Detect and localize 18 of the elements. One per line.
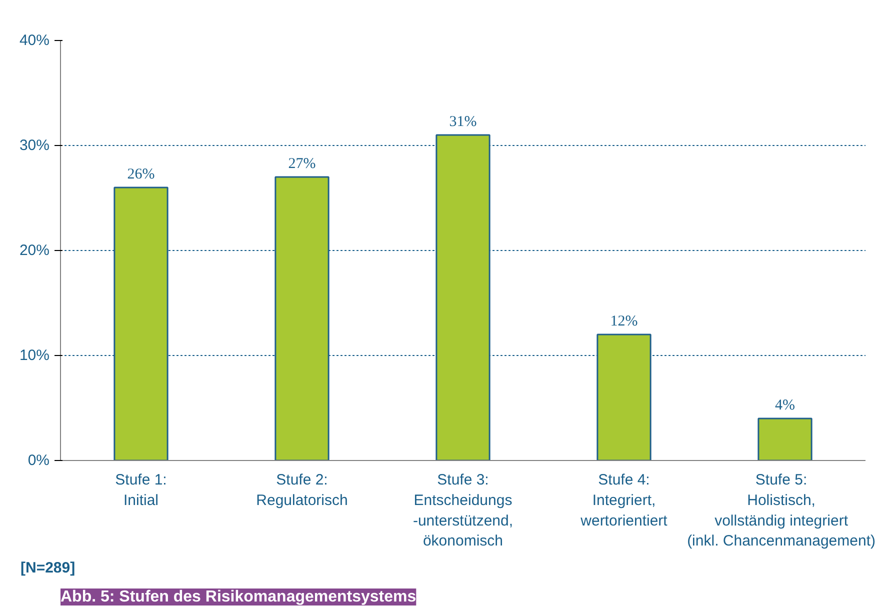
data-label: 27% [288,156,316,172]
y-tick-label: 30% [19,137,50,154]
data-label: 4% [775,398,795,414]
data-label: 26% [127,166,155,182]
x-tick-label: Stufe 4: Integriert, wertorientiert [580,472,668,530]
y-tick-label: 20% [19,242,50,259]
x-tick-label: Stufe 2: Regulatorisch [256,472,348,509]
data-label: 12% [610,314,638,330]
y-tick-label: 40% [19,32,50,49]
x-tick-label: Stufe 5: Holistisch, vollständig integriert (inkl. Chancenmanagement) [687,472,876,550]
y-tick-label: 0% [28,452,50,469]
x-tick-label: Stufe 1: Initial [115,472,167,509]
bar [758,418,812,460]
y-tick-label: 10% [19,347,50,364]
x-tick-label: Stufe 3: Entscheidungs -unterstützend, ökonomisch [412,472,514,550]
data-label: 31% [449,114,477,130]
text: [N=289] [20,560,76,576]
text: Abb. 5: Stufen des Risikomanagementsystems [60,588,416,606]
